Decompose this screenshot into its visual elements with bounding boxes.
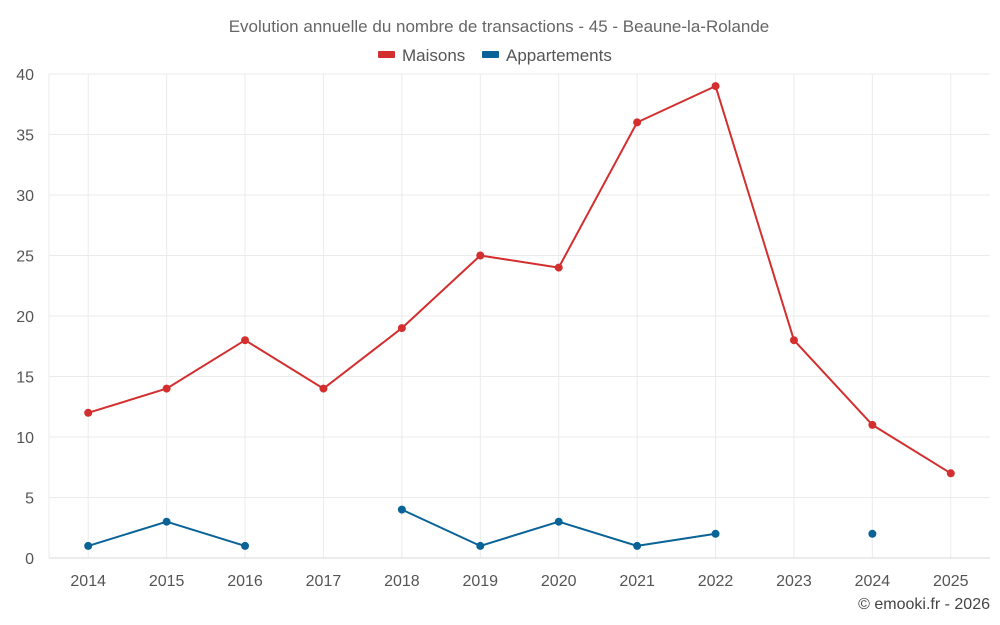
series-line-maisons — [87, 85, 952, 475]
data-point-maisons-2025[interactable] — [946, 469, 955, 478]
data-point-maisons-2014[interactable] — [84, 408, 93, 417]
x-tick-label: 2022 — [698, 573, 734, 590]
data-point-appartements-2024[interactable] — [868, 529, 877, 538]
data-point-appartements-2014[interactable] — [84, 541, 93, 550]
data-point-maisons-2024[interactable] — [868, 420, 877, 429]
data-point-maisons-2015[interactable] — [162, 384, 171, 393]
data-point-maisons-2020[interactable] — [554, 263, 563, 272]
x-tick-label: 2023 — [776, 573, 812, 590]
x-tick-label: 2018 — [384, 573, 420, 590]
x-tick-label: 2017 — [306, 573, 342, 590]
data-point-maisons-2022[interactable] — [711, 82, 720, 91]
legend: Maisons Appartements — [378, 46, 612, 65]
data-point-appartements-2020[interactable] — [554, 517, 563, 526]
x-tick-label: 2016 — [227, 573, 263, 590]
x-tick-label: 2024 — [855, 573, 891, 590]
data-point-appartements-2015[interactable] — [162, 517, 171, 526]
series-appartements — [84, 505, 877, 550]
y-tick-label: 40 — [16, 67, 34, 84]
y-tick-label: 30 — [16, 188, 34, 205]
data-point-appartements-2016[interactable] — [241, 541, 250, 550]
legend-label-appartements[interactable]: Appartements — [506, 46, 612, 65]
y-tick-label: 0 — [25, 551, 34, 568]
x-tick-label: 2020 — [541, 573, 577, 590]
legend-swatch-appartements — [482, 51, 499, 58]
data-point-maisons-2018[interactable] — [397, 324, 406, 333]
x-tick-label: 2014 — [70, 573, 106, 590]
y-tick-label: 20 — [16, 309, 34, 326]
gridlines — [48, 73, 990, 558]
series-maisons — [84, 82, 955, 478]
y-tick-label: 10 — [16, 430, 34, 447]
y-tick-label: 15 — [16, 370, 34, 387]
x-tick-label: 2019 — [462, 573, 498, 590]
data-point-maisons-2023[interactable] — [789, 336, 798, 345]
data-point-maisons-2021[interactable] — [633, 118, 642, 127]
y-tick-label: 25 — [16, 249, 34, 266]
y-tick-label: 5 — [25, 491, 34, 508]
series-layer — [84, 82, 955, 550]
y-tick-label: 35 — [16, 128, 34, 145]
data-point-maisons-2019[interactable] — [476, 251, 485, 260]
x-tick-label: 2021 — [619, 573, 655, 590]
credit-text: © emooki.fr - 2026 — [858, 596, 990, 613]
legend-label-maisons[interactable]: Maisons — [402, 46, 465, 65]
x-tick-label: 2015 — [149, 573, 185, 590]
data-point-maisons-2016[interactable] — [241, 336, 250, 345]
data-point-appartements-2018[interactable] — [397, 505, 406, 514]
data-point-maisons-2017[interactable] — [319, 384, 328, 393]
data-point-appartements-2022[interactable] — [711, 529, 720, 538]
data-point-appartements-2019[interactable] — [476, 541, 485, 550]
chart-title: Evolution annuelle du nombre de transact… — [229, 17, 770, 36]
legend-swatch-maisons — [378, 51, 395, 58]
data-point-appartements-2021[interactable] — [633, 541, 642, 550]
x-tick-label: 2025 — [933, 573, 969, 590]
